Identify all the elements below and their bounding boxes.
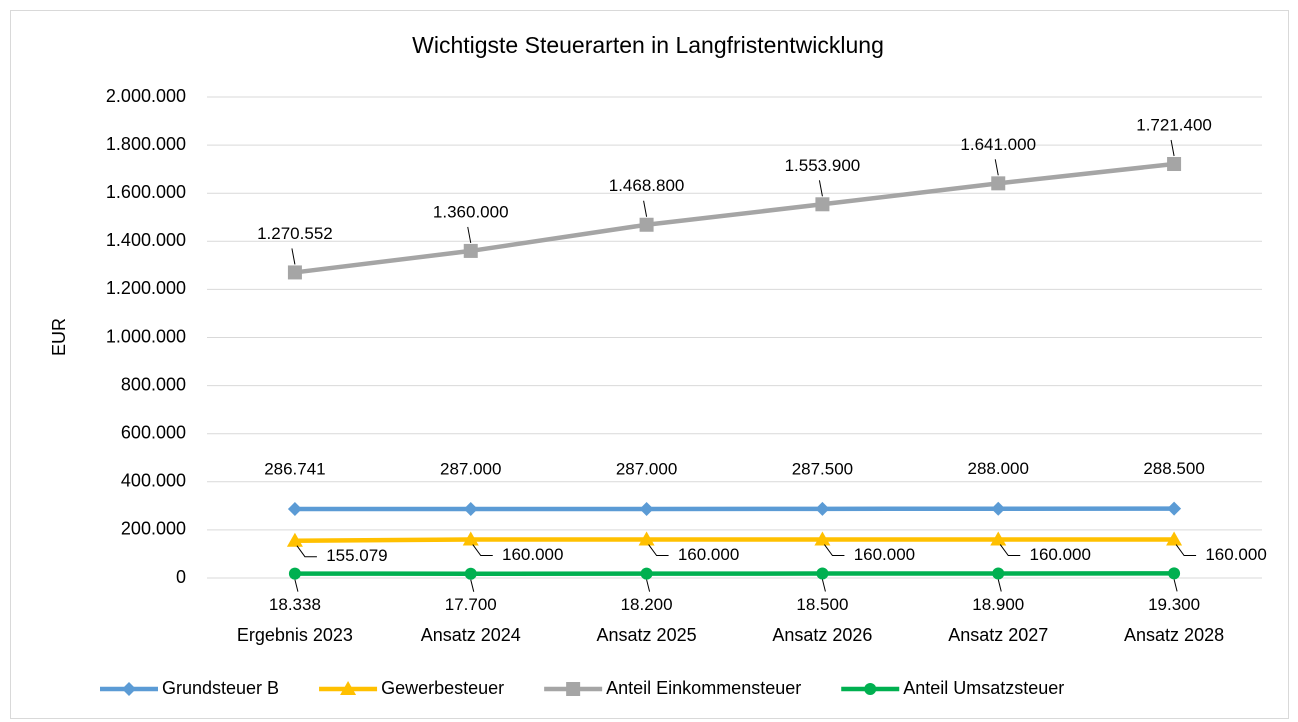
data-point — [991, 176, 1006, 191]
data-point — [287, 265, 302, 280]
leader-line — [467, 226, 472, 244]
leader-line — [1175, 544, 1197, 557]
data-label: 288.000 — [968, 459, 1029, 478]
y-tick-label: 1.600.000 — [106, 182, 186, 202]
y-tick-label: 400.000 — [121, 471, 186, 491]
y-tick-label: 1.000.000 — [106, 326, 186, 346]
data-point — [992, 567, 1005, 580]
legend-label: Gewerbesteuer — [381, 678, 504, 698]
data-point — [815, 501, 830, 516]
legend-marker — [122, 682, 136, 696]
data-point — [638, 531, 655, 546]
data-label: 1.270.552 — [257, 224, 333, 243]
data-point — [814, 531, 831, 546]
leader-line — [1170, 139, 1175, 157]
data-label: 160.000 — [854, 545, 915, 564]
y-tick-label: 800.000 — [121, 374, 186, 394]
series-line — [294, 537, 1175, 543]
x-tick-label: Ansatz 2025 — [597, 625, 697, 645]
data-point — [463, 501, 478, 516]
data-point — [463, 243, 478, 258]
leader-line — [291, 248, 296, 265]
data-point — [464, 567, 477, 580]
data-point — [639, 501, 654, 516]
data-label: 1.641.000 — [960, 135, 1036, 154]
leader-line — [997, 579, 1002, 592]
x-tick-label: Ansatz 2026 — [772, 625, 872, 645]
data-point — [640, 567, 653, 580]
x-tick-label: Ergebnis 2023 — [237, 625, 353, 645]
data-label: 287.000 — [440, 459, 501, 478]
y-axis-label: EUR — [49, 318, 69, 356]
chart-title: Wichtigste Steuerarten in Langfristentwi… — [412, 32, 884, 58]
data-label: 287.500 — [792, 459, 853, 478]
leader-line — [824, 544, 845, 557]
y-tick-label: 200.000 — [121, 519, 186, 539]
data-label: 155.079 — [326, 546, 387, 565]
x-tick-label: Ansatz 2028 — [1124, 625, 1224, 645]
data-label: 1.721.400 — [1136, 115, 1212, 134]
y-tick-label: 1.200.000 — [106, 278, 186, 298]
leader-line — [646, 579, 651, 592]
data-label: 17.700 — [445, 595, 497, 614]
data-label: 160.000 — [1030, 545, 1091, 564]
data-label: 160.000 — [1205, 545, 1266, 564]
leader-line — [994, 159, 999, 176]
data-point — [991, 501, 1006, 516]
data-label: 18.200 — [621, 595, 673, 614]
leader-line — [472, 544, 493, 557]
y-tick-label: 600.000 — [121, 422, 186, 442]
y-tick-label: 2.000.000 — [106, 86, 186, 106]
y-tick-label: 0 — [176, 567, 186, 587]
data-label: 1.360.000 — [433, 202, 509, 221]
data-point — [990, 531, 1007, 546]
leader-line — [821, 579, 826, 592]
x-tick-label: Ansatz 2027 — [948, 625, 1048, 645]
data-point — [1166, 531, 1183, 546]
leader-line — [294, 579, 299, 592]
data-label: 18.500 — [796, 595, 848, 614]
legend-marker — [566, 682, 581, 696]
y-tick-label: 1.400.000 — [106, 230, 186, 250]
data-point — [639, 217, 654, 232]
data-label: 1.553.900 — [785, 156, 861, 175]
leader-line — [818, 180, 823, 197]
data-label: 160.000 — [502, 545, 563, 564]
legend-label: Grundsteuer B — [162, 678, 279, 698]
data-label: 18.338 — [269, 595, 321, 614]
legend-marker — [340, 681, 357, 695]
data-point — [1168, 567, 1181, 580]
data-point — [286, 532, 303, 547]
leader-line — [648, 544, 669, 557]
data-label: 160.000 — [678, 545, 739, 564]
leader-line — [470, 579, 475, 592]
data-point — [816, 567, 829, 580]
x-tick-label: Ansatz 2024 — [421, 625, 521, 645]
legend-label: Anteil Einkommensteuer — [606, 678, 801, 698]
data-point — [1167, 157, 1182, 172]
leader-line — [643, 200, 648, 217]
y-tick-label: 1.800.000 — [106, 134, 186, 154]
legend-label: Anteil Umsatzsteuer — [903, 678, 1064, 698]
data-point — [1167, 501, 1182, 516]
series-line — [294, 161, 1175, 275]
data-label: 18.900 — [972, 595, 1024, 614]
data-label: 286.741 — [264, 460, 325, 479]
legend-marker — [864, 683, 877, 695]
data-point — [462, 531, 479, 546]
data-point — [815, 197, 830, 212]
data-label: 288.500 — [1143, 459, 1204, 478]
leader-line — [999, 544, 1021, 557]
data-label: 1.468.800 — [609, 176, 685, 195]
leader-line — [296, 545, 317, 558]
chart-border — [10, 10, 1289, 719]
data-label: 19.300 — [1148, 595, 1200, 614]
leader-line — [1173, 579, 1178, 592]
data-point — [288, 567, 301, 580]
data-label: 287.000 — [616, 459, 677, 478]
data-point — [287, 502, 302, 517]
